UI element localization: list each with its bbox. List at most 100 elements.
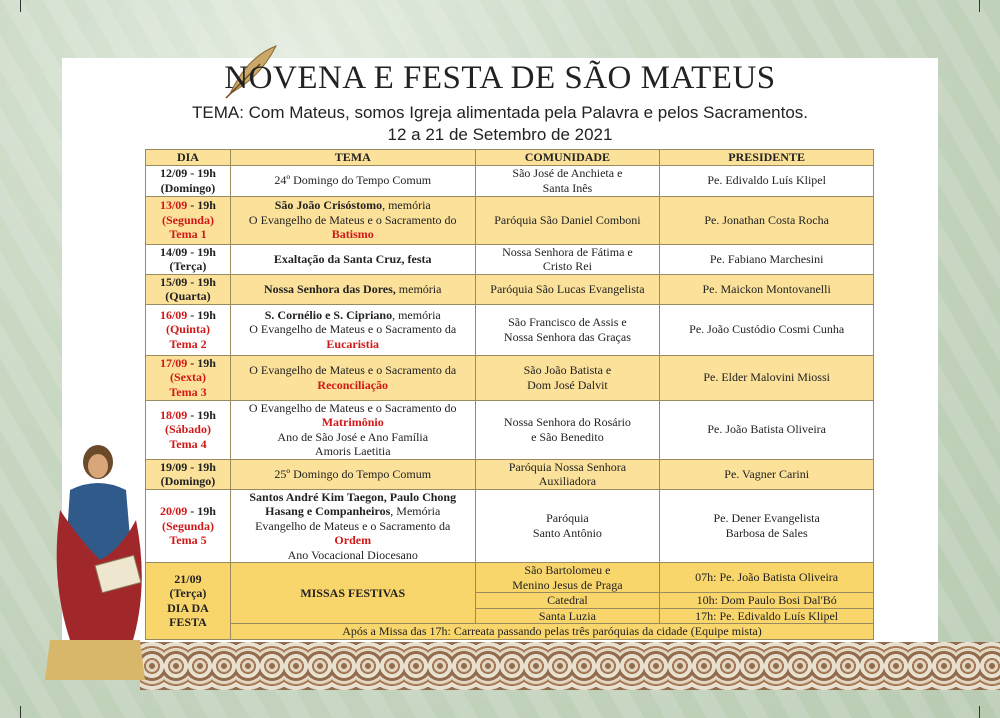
cell-text: 07h: Pe. João Batista Oliveira [695,570,839,585]
cell-text: Tema 1 [169,227,207,242]
com-cell: Paróquia Santo Antônio [474,488,661,563]
cell-text: e São Benedito [531,429,604,444]
cell-text: 24º Domingo do Tempo Comum [274,173,432,188]
festa-note: Após a Missa das 17h: Carreata passando … [229,623,875,640]
cell-text: Após a Missa das 17h: Carreata passando … [342,624,762,638]
cell-text: Paróquia São Lucas Evangelista [490,281,645,296]
cell-text: Nossa Senhora do Rosário [503,415,631,429]
cell-text: Batismo [331,227,374,242]
table-row: 15/09 - 19h (Quarta) Nossa Senhora das Dor… [145,273,874,305]
cell-text: 20/09 [159,504,188,518]
cell-text: 12/09 - 19h [159,166,216,180]
header-dia: DIA [145,149,231,166]
cell-text: Tema 4 [169,436,207,451]
cell-text: (Domingo) [160,474,216,488]
cell-text: (Terça) [169,586,207,601]
festa-mass-row: Santa Luzia 17h: Pe. Edivaldo Luís Klipel [146,607,874,624]
cell-text: (Segunda) [161,518,214,533]
cell-text: Pe. Elder Malovini Miossi [703,370,830,385]
cell-text: S. Cornélio e S. Cipriano [264,307,393,322]
header-row: DIA TEMA COMUNIDADE PRESIDENTE [145,149,874,166]
tema-cell: Nossa Senhora das Dores, memória [229,273,476,305]
cell-text: Santo Antônio [532,525,602,540]
cell-text: FESTA [169,615,207,630]
crop-mark [979,0,980,12]
cell-text: São José de Anchieta e [512,166,623,180]
festa-dia-cell: 21/09 (Terça) DIA DA FESTA [145,562,231,640]
tema-cell: São João Crisóstomo, memória O Evangelho … [229,195,476,245]
com-cell: São João Batista e Dom José Dalvit [474,354,661,401]
cell-text: Pe. Jonathan Costa Rocha [704,212,829,227]
cell-text: Cristo Rei [542,259,592,273]
pres-cell: Pe. João Custódio Cosmi Cunha [659,303,874,356]
pres-cell: Pe. João Batista Oliveira [659,399,874,460]
cell-text: 17/09 [159,355,188,370]
cell-text: O Evangelho de Mateus e o Sacramento do [248,212,457,227]
dia-cell: 14/09 - 19h (Terça) [145,243,231,275]
table-row: 16/09 - 19h (Quinta) Tema 2 S. Cornélio e S… [145,303,874,356]
cell-text: 25º Domingo do Tempo Comum [274,466,432,481]
cell-text: (Domingo) [160,180,216,195]
festa-presidente-cell: 17h: Pe. Edivaldo Luís Klipel [659,607,874,624]
cell-text: Santos André Kim Taegon, Paulo Chong [249,489,457,504]
table-row: 19/09 - 19h (Domingo) 25º Domingo do Tempo… [145,458,874,490]
cell-text: (Sábado) [164,422,211,437]
cell-text: Dom José Dalvit [527,377,608,392]
dia-cell: 13/09 - 19h (Segunda) Tema 1 [145,195,231,245]
cell-text: Tema 2 [169,336,207,351]
cell-text: Pe. João Custódio Cosmi Cunha [689,322,845,337]
crop-mark [20,706,21,718]
ornamental-border [140,642,1000,690]
cell-text: Eucaristia [326,336,380,351]
cell-text: - 19h [187,407,216,422]
cell-text: 15/09 - 19h [159,274,216,289]
theme-subtitle: TEMA: Com Mateus, somos Igreja alimentad… [191,103,809,122]
cell-text: Paróquia Nossa Senhora [508,459,627,474]
date-range: 12 a 21 de Setembro de 2021 [387,125,613,144]
pres-cell: Pe. Edivaldo Luís Klipel [659,164,874,197]
tema-cell: 24º Domingo do Tempo Comum [229,164,476,197]
cell-text: 13/09 [159,198,188,213]
header-presidente: PRESIDENTE [659,149,874,166]
cell-text: Evangelho de Mateus e o Sacramento da [255,518,451,533]
cell-text: São João Batista e [523,363,612,377]
cell-text: Ano Vocacional Diocesano [287,547,418,562]
cell-text: 16/09 [159,307,188,322]
table-row: 14/09 - 19h (Terça) Exaltação da Santa Cru… [145,243,874,275]
cell-text: Nossa Senhora das Dores, [264,281,396,296]
festa-comunidade-cell: Santa Luzia [474,607,661,624]
com-cell: Nossa Senhora do Rosário e São Benedito [474,399,661,460]
cell-text: memória [395,281,442,296]
cell-text: Pe. Edivaldo Luís Klipel [707,173,826,188]
cell-text: Paróquia São Daniel Comboni [494,212,641,227]
cell-text: Tema 5 [169,533,207,547]
tema-cell: Exaltação da Santa Cruz, festa [229,243,476,275]
quill-icon [225,45,278,99]
dia-cell: 19/09 - 19h (Domingo) [145,458,231,490]
cell-text: São Bartolomeu e [524,563,611,577]
schedule-table: DIA TEMA COMUNIDADE PRESIDENTE 12/09 - 1… [145,149,875,640]
cell-text: Hasang e Companheiros [265,504,391,518]
com-cell: São Francisco de Assis e Nossa Senhora da… [474,303,661,356]
cell-text: Pe. Fabiano Marchesini [709,251,824,266]
cell-text: (Quarta) [165,289,211,303]
header-comunidade: COMUNIDADE [474,149,661,166]
tema-cell: O Evangelho de Mateus e o Sacramento da R… [229,354,476,401]
pres-cell: Pe. Maickon Montovanelli [659,273,874,305]
cell-text: Pe. João Batista Oliveira [707,422,826,437]
cell-text: Ordem [334,533,372,547]
cell-text: - 19h [187,504,216,518]
saint-matthew-image [45,445,145,680]
cell-text: Auxiliadora [538,474,597,488]
cell-text: Pe. Vagner Carini [724,466,810,481]
cell-text: São Francisco de Assis e [508,315,627,329]
crop-mark [20,0,21,12]
pres-cell: Pe. Elder Malovini Miossi [659,354,874,401]
cell-text: Santa Luzia [538,608,596,623]
festa-mass-row: Catedral 10h: Dom Paulo Bosi Dal'Bó [146,592,874,609]
cell-text: DIA DA [167,600,209,615]
pres-cell: Pe. Fabiano Marchesini [659,243,874,275]
festa-comunidade-cell: São Bartolomeu e Menino Jesus de Praga [474,562,661,593]
cell-text: Catedral [547,593,588,607]
cell-text: Reconciliação [317,377,389,392]
